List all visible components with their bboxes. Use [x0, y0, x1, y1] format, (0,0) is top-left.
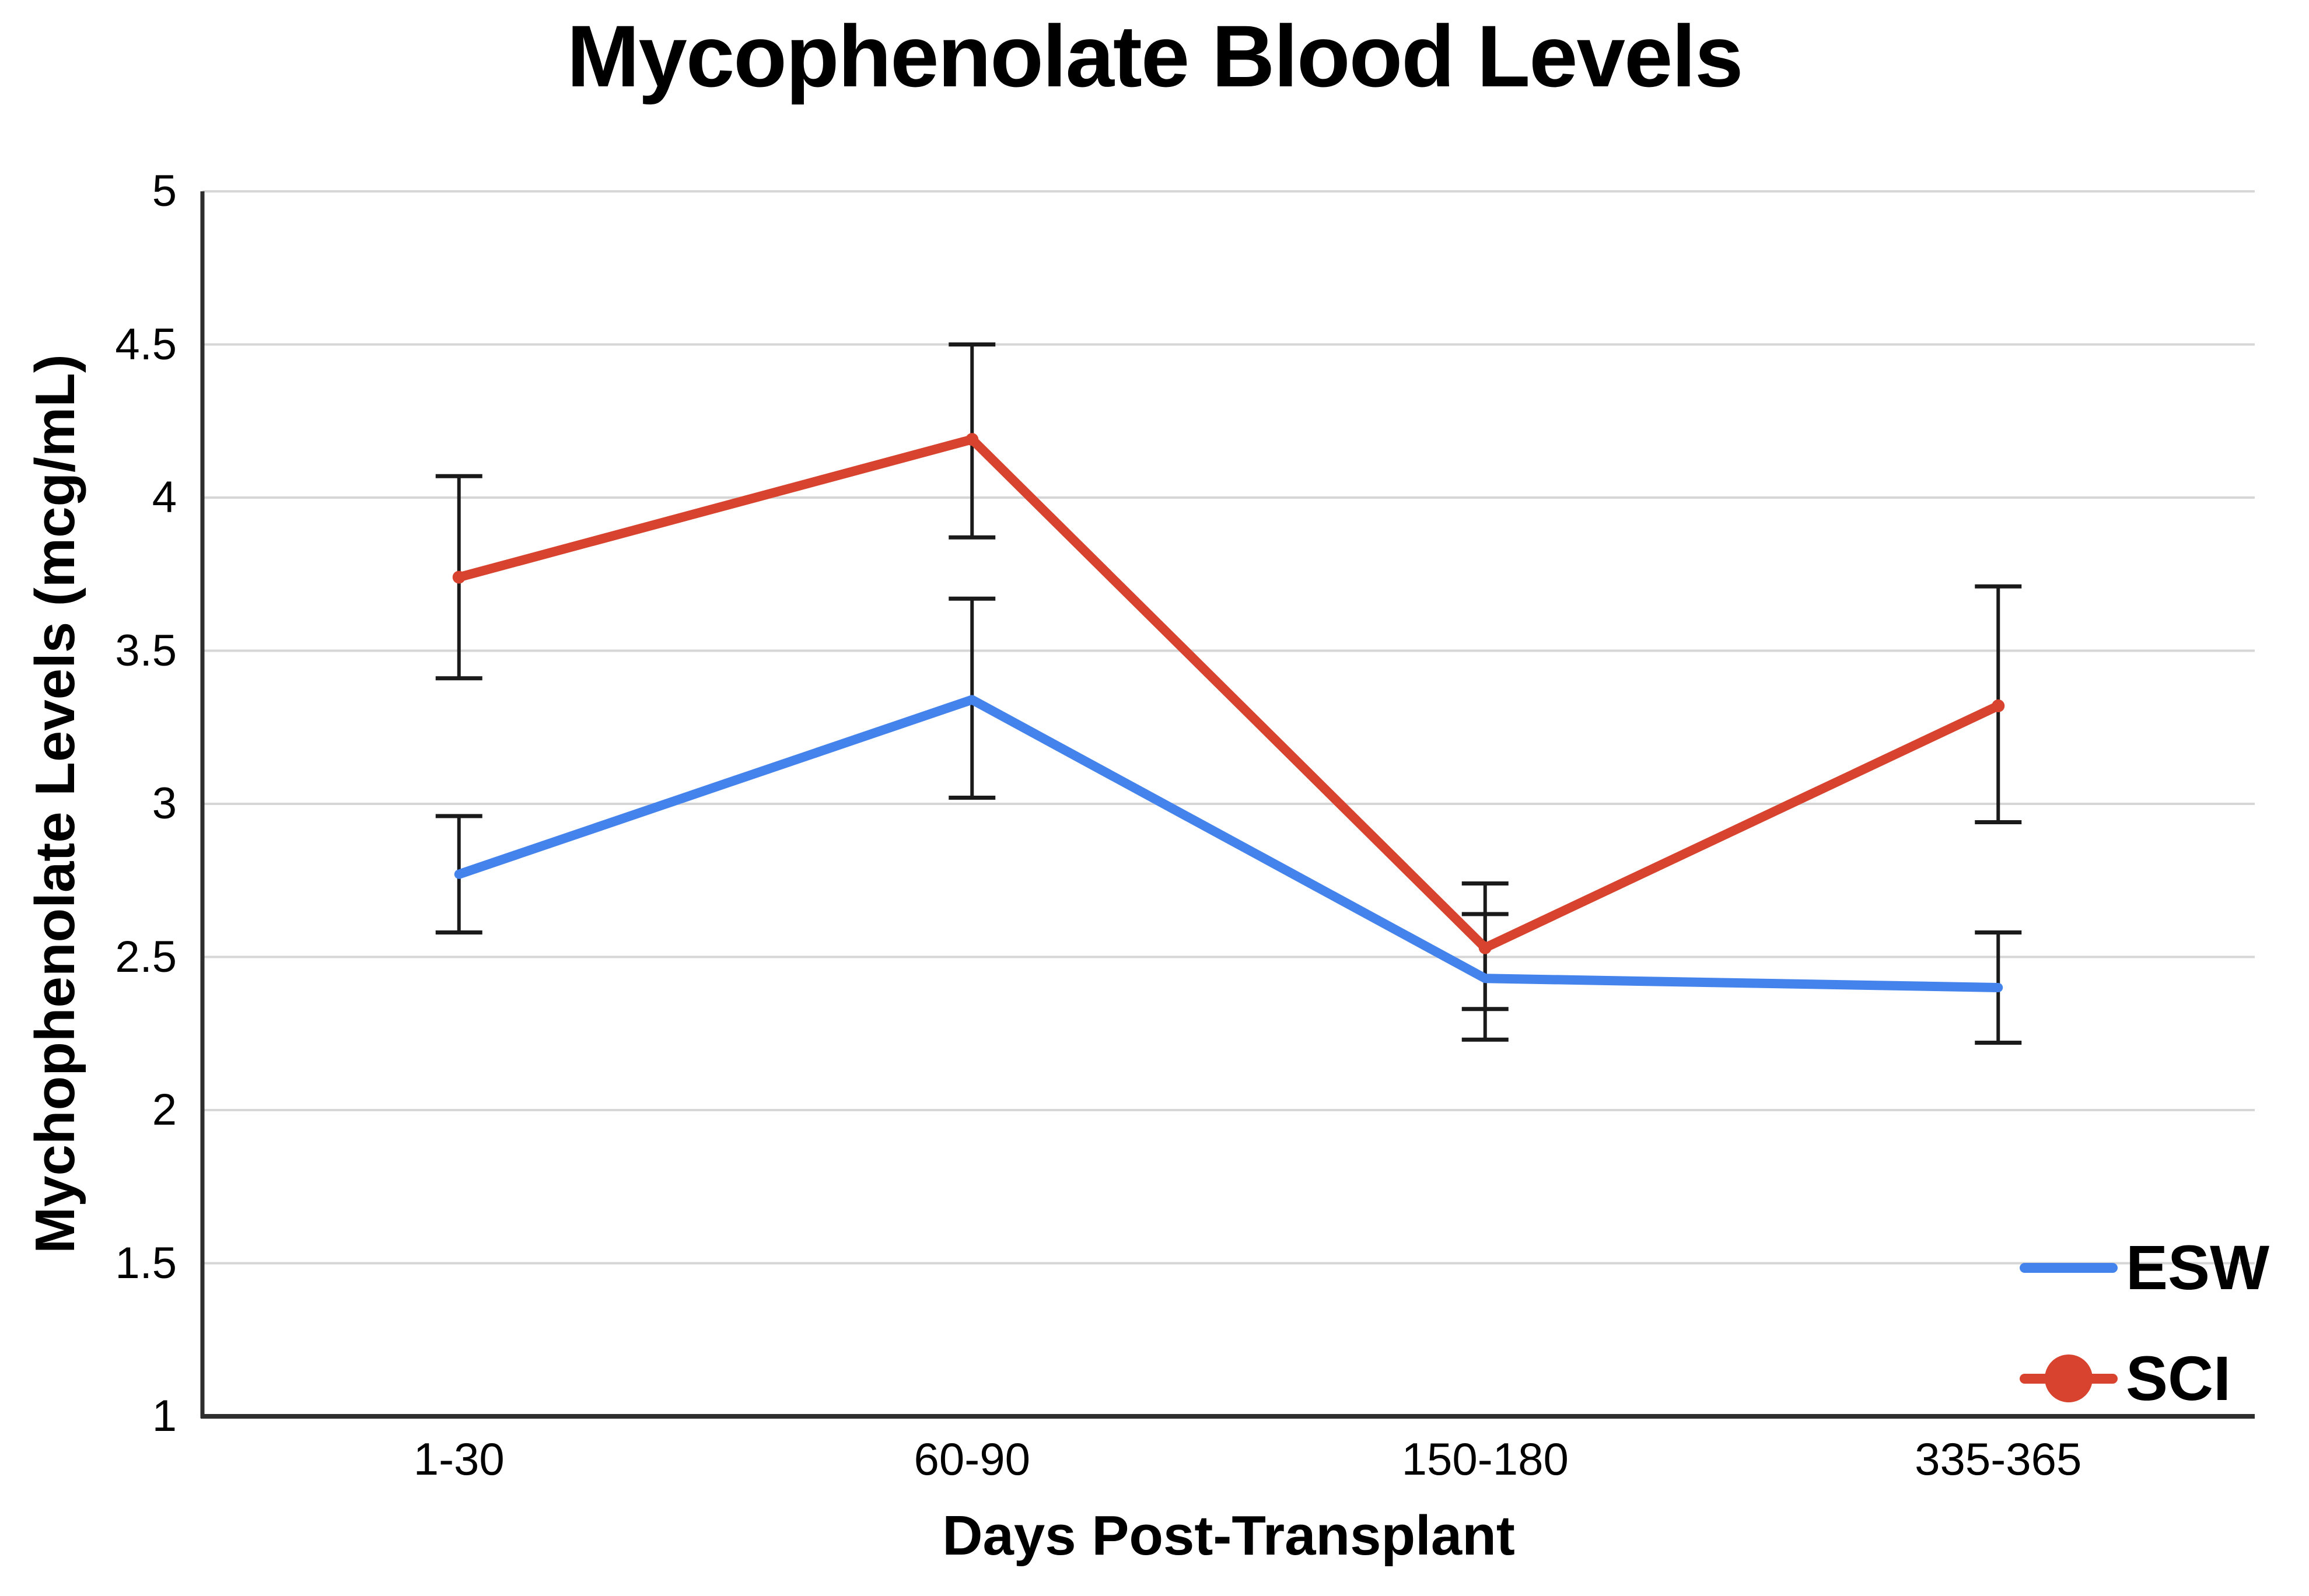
y-tick-label: 2: [152, 1085, 177, 1135]
x-tick-label: 150-180: [1401, 1433, 1569, 1485]
x-tick-label: 60-90: [914, 1433, 1031, 1485]
x-tick-label: 335-365: [1915, 1433, 2082, 1485]
sci-marker-dot: [2045, 1354, 2093, 1402]
legend: ESW SCI: [2020, 1212, 2305, 1434]
esw-line-swatch: [2020, 1262, 2118, 1273]
series-marker-sci: [1478, 941, 1492, 954]
x-axis-title: Days Post-Transplant: [942, 1504, 1515, 1567]
y-tick-label: 4.5: [115, 319, 177, 369]
y-tick-label: 3.5: [115, 625, 177, 676]
legend-label-sci: SCI: [2126, 1343, 2231, 1413]
sci-line-swatch: [2020, 1354, 2118, 1402]
series-line-sci: [454, 435, 2003, 953]
y-tick-label: 3: [152, 779, 177, 828]
legend-label-esw: ESW: [2126, 1232, 2270, 1303]
legend-item-sci: SCI: [2020, 1323, 2305, 1434]
y-tick-label: 1: [152, 1391, 177, 1441]
y-tick-label: 5: [152, 166, 177, 216]
chart-title: Mycophenolate Blood Levels: [566, 7, 1743, 105]
series-marker-sci: [965, 433, 979, 446]
x-tick-label: 1-30: [413, 1433, 505, 1485]
legend-item-esw: ESW: [2020, 1212, 2305, 1323]
y-tick-label: 1.5: [115, 1238, 177, 1288]
y-tick-label: 2.5: [115, 932, 177, 982]
y-tick-label: 4: [152, 473, 177, 522]
series-marker-sci: [452, 570, 466, 584]
series-marker-sci: [1992, 699, 2005, 712]
series-line-esw: [454, 695, 2003, 992]
